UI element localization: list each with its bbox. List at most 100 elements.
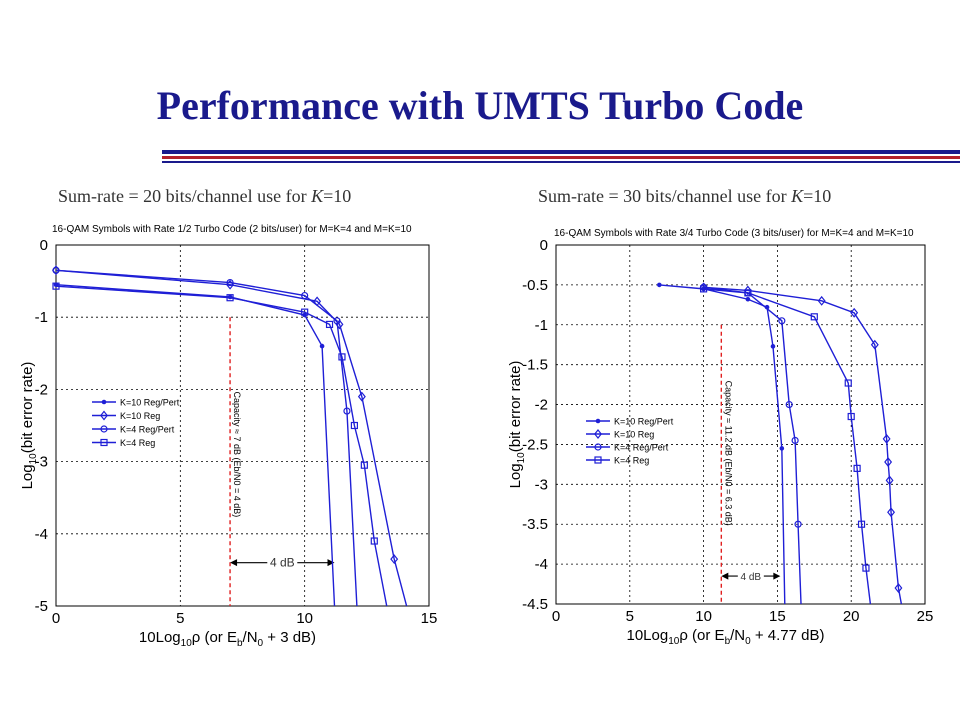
gap-label-bg bbox=[267, 555, 298, 570]
legend-label: K=4 Reg bbox=[614, 456, 649, 466]
legend-label: K=4 Reg/Pert bbox=[614, 443, 669, 453]
grid bbox=[556, 245, 925, 604]
y-tick-label: -3.5 bbox=[522, 516, 548, 533]
y-tick-label: -3 bbox=[535, 476, 548, 493]
title-rule-red bbox=[162, 156, 960, 159]
y-tick-label: 0 bbox=[540, 237, 548, 254]
x-tick-label: 5 bbox=[176, 610, 184, 627]
y-tick-label: -2.5 bbox=[522, 436, 548, 453]
y-tick-label: -5 bbox=[35, 598, 48, 615]
data-point bbox=[52, 266, 60, 274]
series-line bbox=[56, 269, 358, 606]
y-tick-label: -1.5 bbox=[522, 357, 548, 374]
data-point bbox=[794, 520, 802, 528]
legend: K=10 Reg/Pert K=10 Reg K=4 Reg/Pert K=4 Reg bbox=[92, 398, 180, 448]
plot-area bbox=[55, 244, 430, 607]
data-point bbox=[390, 554, 399, 565]
chart-title: 16-QAM Symbols with Rate 1/2 Turbo Code … bbox=[52, 224, 412, 235]
data-point bbox=[226, 279, 235, 290]
data-point bbox=[850, 307, 859, 318]
title-rule-blue-thin bbox=[162, 161, 960, 163]
y-tick-label: -3 bbox=[35, 454, 48, 471]
data-point bbox=[226, 294, 234, 302]
data-point bbox=[885, 475, 894, 486]
subtitle-right: Sum-rate = 30 bits/channel use for K=10 bbox=[538, 186, 832, 206]
data-point bbox=[325, 320, 334, 329]
y-axis-label: Log10(bit error rate) bbox=[507, 361, 527, 489]
x-tick-label: 20 bbox=[843, 608, 860, 625]
data-point bbox=[333, 317, 341, 325]
legend-label: K=4 Reg bbox=[120, 438, 155, 448]
gap-arrow: 4 dB bbox=[230, 555, 335, 570]
series-line bbox=[56, 285, 388, 606]
x-axis-label: 10Log10ρ (or Eb/N0 + 4.77 dB) bbox=[627, 627, 825, 647]
chart-title: 16-QAM Symbols with Rate 3/4 Turbo Code … bbox=[554, 228, 914, 239]
legend-marker bbox=[594, 429, 602, 439]
y-axis-label: Log10(bit error rate) bbox=[19, 362, 39, 490]
legend-label: K=4 Reg/Pert bbox=[120, 425, 175, 435]
grid bbox=[56, 245, 429, 606]
legend-marker bbox=[100, 410, 108, 421]
gap-arrow-head-right bbox=[327, 559, 335, 567]
legend-marker bbox=[594, 443, 602, 451]
gap-arrow-head-left bbox=[721, 572, 729, 580]
data-point bbox=[357, 391, 366, 402]
x-axis-label: 10Log10ρ (or Eb/N0 + 3 dB) bbox=[139, 629, 316, 649]
data-point bbox=[785, 400, 793, 409]
data-point bbox=[894, 583, 903, 594]
legend-label: K=10 Reg/Pert bbox=[614, 417, 674, 427]
data-point bbox=[770, 344, 776, 349]
series-line bbox=[56, 269, 408, 606]
data-point bbox=[226, 278, 234, 287]
y-tick-label: -4 bbox=[35, 526, 48, 543]
data-point bbox=[338, 353, 346, 361]
data-point bbox=[853, 464, 861, 472]
legend-marker bbox=[101, 399, 107, 405]
x-tick-label: 0 bbox=[52, 610, 60, 627]
x-tick-label: 5 bbox=[626, 608, 634, 625]
legend-marker bbox=[100, 438, 108, 447]
data-point bbox=[778, 317, 786, 325]
x-tick-label: 0 bbox=[552, 608, 560, 625]
gap-arrow-head-left bbox=[230, 559, 238, 567]
ber-chart-rate-half: 16-QAM Symbols with Rate 1/2 Turbo Code … bbox=[19, 224, 438, 649]
capacity-label: Capacity ≈ 7 dB (Eb/N0 = 4 dB) bbox=[232, 392, 242, 518]
gap-label: 4 dB bbox=[741, 572, 762, 583]
y-tick-label: -1 bbox=[535, 317, 548, 334]
data-point bbox=[743, 285, 752, 296]
gap-label-bg bbox=[737, 569, 764, 584]
data-point bbox=[847, 412, 855, 421]
data-point bbox=[301, 308, 309, 316]
data-point bbox=[313, 296, 322, 307]
y-tick-label: -2 bbox=[535, 397, 548, 414]
series-line bbox=[703, 288, 872, 604]
data-point bbox=[319, 343, 325, 349]
ber-chart-rate-three-quarters: 16-QAM Symbols with Rate 3/4 Turbo Code … bbox=[507, 228, 933, 647]
gap-arrow: 4 dB bbox=[721, 569, 781, 584]
title-rule-blue bbox=[162, 150, 960, 154]
slide-title: Performance with UMTS Turbo Code bbox=[156, 83, 804, 128]
y-tick-label: -0.5 bbox=[522, 277, 548, 294]
legend: K=10 Reg/Pert K=10 Reg K=4 Reg/Pert K=4 Reg bbox=[586, 417, 674, 466]
x-tick-label: 15 bbox=[769, 608, 786, 625]
y-tick-label: -1 bbox=[35, 309, 48, 326]
y-tick-label: -4 bbox=[535, 556, 548, 573]
data-point bbox=[343, 407, 351, 415]
data-point bbox=[227, 294, 233, 300]
y-tick-label: 0 bbox=[40, 237, 48, 254]
data-point bbox=[887, 507, 896, 518]
data-point bbox=[884, 457, 893, 467]
data-point bbox=[817, 295, 826, 306]
x-tick-label: 15 bbox=[421, 610, 438, 627]
capacity-label: Capacity ≈ 11.2 dB (Eb/N0 = 6.3 dB) bbox=[723, 381, 733, 526]
data-point bbox=[657, 282, 662, 288]
data-point bbox=[301, 291, 309, 300]
x-tick-label: 10 bbox=[296, 610, 313, 627]
y-tick-label: -4.5 bbox=[522, 596, 548, 613]
legend-marker bbox=[594, 456, 602, 464]
series-line bbox=[703, 286, 903, 604]
data-point bbox=[862, 564, 870, 572]
legend-marker bbox=[595, 418, 601, 424]
data-point bbox=[810, 313, 818, 321]
legend-label: K=10 Reg bbox=[120, 411, 160, 421]
